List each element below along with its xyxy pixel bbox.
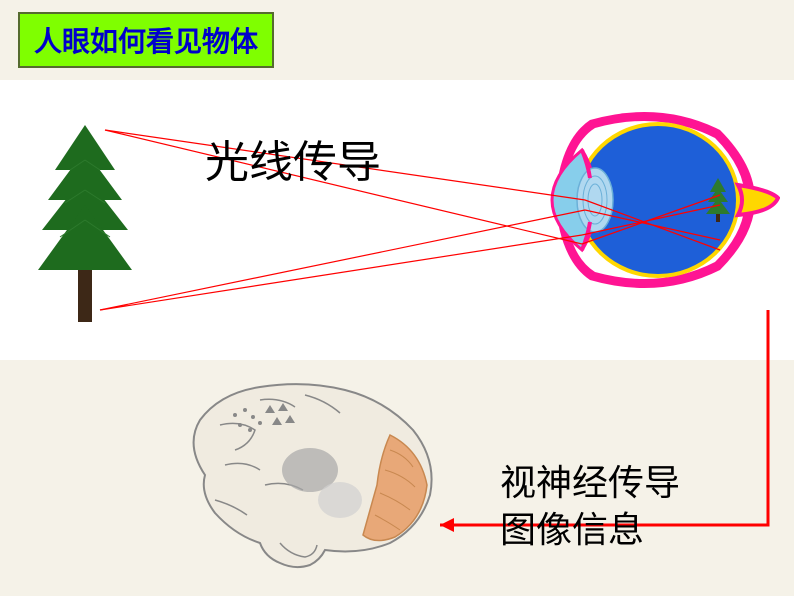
light-transmission-label: 光线传导 <box>205 126 381 190</box>
nerve-label-line2: 图像信息 <box>500 507 680 554</box>
tree-icon <box>30 115 140 325</box>
nerve-transmission-label: 视神经传导 图像信息 <box>500 460 680 554</box>
title-box: 人眼如何看见物体 <box>18 12 274 68</box>
nerve-label-line1: 视神经传导 <box>500 460 680 507</box>
eye-cross-section-icon <box>540 90 780 310</box>
page-title: 人眼如何看见物体 <box>34 27 258 58</box>
brain-icon <box>165 375 455 575</box>
